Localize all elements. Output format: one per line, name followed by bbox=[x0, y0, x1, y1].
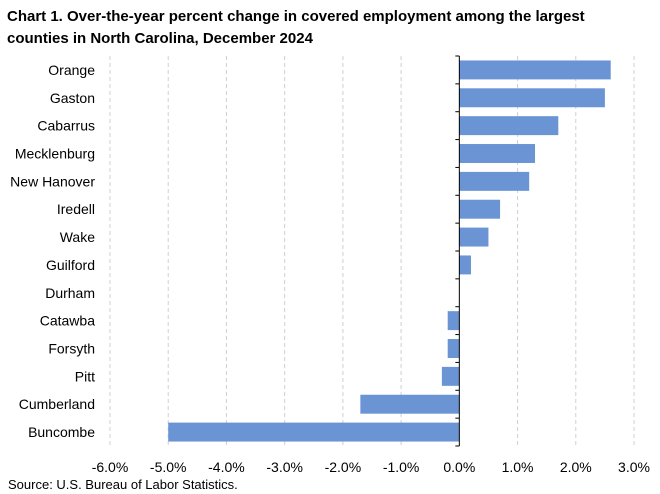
category-label: Pitt bbox=[75, 368, 95, 384]
x-tick-label: -3.0% bbox=[266, 459, 303, 475]
bar-new-hanover bbox=[459, 171, 530, 191]
bar-forsyth bbox=[447, 339, 460, 358]
category-label: Durham bbox=[45, 285, 95, 301]
bar-wake bbox=[459, 227, 489, 247]
bar-buncombe bbox=[168, 422, 460, 442]
category-labels: Orange Gaston Cabarrus Mecklenburg New Hanov… bbox=[10, 62, 95, 440]
bars bbox=[168, 60, 611, 442]
bar-mecklenburg bbox=[459, 144, 536, 163]
x-tick-label: -6.0% bbox=[92, 459, 129, 475]
category-label: Cumberland bbox=[19, 396, 95, 412]
x-tick-label: 2.0% bbox=[560, 459, 592, 475]
x-tick-label: -1.0% bbox=[383, 459, 420, 475]
category-label: New Hanover bbox=[10, 173, 95, 189]
zero-axis bbox=[455, 55, 460, 447]
category-label: Cabarrus bbox=[37, 118, 95, 134]
x-tick-label: 0.0% bbox=[443, 459, 475, 475]
bar-cabarrus bbox=[459, 116, 559, 136]
chart-title: Chart 1. Over-the-year percent change in… bbox=[7, 8, 585, 47]
category-label: Catawba bbox=[40, 313, 95, 329]
x-tick-label: 3.0% bbox=[618, 459, 650, 475]
category-label: Guilford bbox=[46, 257, 95, 273]
category-label: Mecklenburg bbox=[15, 146, 95, 162]
gridlines bbox=[109, 56, 635, 446]
x-tick-labels: -6.0% -5.0% -4.0% -3.0% -2.0% -1.0% 0.0% 1.0% 2.… bbox=[92, 459, 650, 475]
bar-guilford bbox=[459, 255, 471, 275]
x-tick-label: -4.0% bbox=[208, 459, 245, 475]
bar-catawba bbox=[447, 311, 460, 331]
bar-pitt bbox=[441, 366, 460, 386]
x-tick-label: -5.0% bbox=[150, 459, 187, 475]
bar-gaston bbox=[459, 88, 605, 108]
category-label: Orange bbox=[48, 62, 95, 78]
category-label: Buncombe bbox=[28, 424, 95, 440]
category-label: Iredell bbox=[57, 201, 95, 217]
x-tick-label: 1.0% bbox=[502, 459, 534, 475]
x-tick-label: -2.0% bbox=[325, 459, 362, 475]
category-label: Wake bbox=[60, 229, 95, 245]
source-note: Source: U.S. Bureau of Labor Statistics. bbox=[8, 477, 238, 492]
bar-orange bbox=[459, 60, 611, 80]
bar-cumberland bbox=[360, 394, 460, 414]
category-label: Forsyth bbox=[48, 341, 95, 357]
bar-iredell bbox=[459, 199, 501, 219]
category-label: Gaston bbox=[50, 90, 95, 106]
